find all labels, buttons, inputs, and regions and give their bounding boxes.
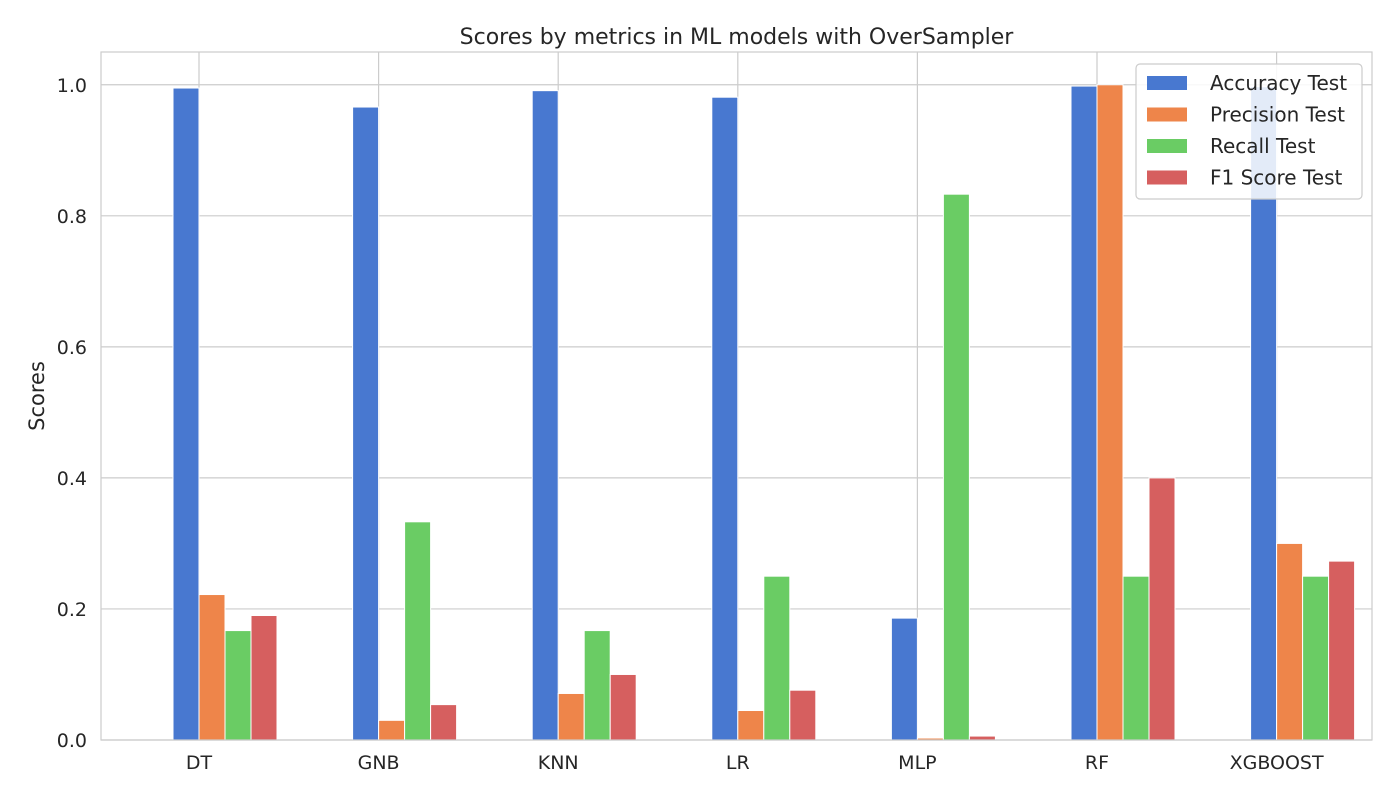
x-tick-label: MLP	[898, 752, 936, 774]
bar-accuracy-test-mlp	[890, 617, 918, 741]
legend-swatch	[1147, 76, 1187, 90]
y-tick-label: 0.4	[57, 468, 87, 490]
bar-f1-score-test-knn	[609, 673, 637, 741]
bar-recall-test-lr	[763, 575, 791, 741]
y-axis-label: Scores	[25, 361, 49, 431]
y-tick-label: 1.0	[57, 75, 87, 97]
chart-title: Scores by metrics in ML models with Over…	[460, 25, 1015, 50]
legend: Accuracy Test Precision Test Recall Test F1…	[1135, 63, 1363, 200]
bar-precision-test-rf	[1096, 84, 1124, 741]
y-tick-labels: 0.0 0.2 0.4 0.6 0.8 1.0	[57, 75, 87, 752]
bar-f1-score-test-rf	[1148, 477, 1176, 741]
x-tick-label: XGBOOST	[1230, 752, 1324, 774]
x-tick-labels: DT GNB KNN LR MLP RF XGBOOST	[186, 752, 1324, 774]
legend-box	[1135, 63, 1363, 200]
bar-recall-test-xgboost	[1302, 575, 1330, 741]
x-tick-label: DT	[186, 752, 213, 774]
bar-f1-score-test-gnb	[430, 704, 458, 741]
x-tick-label: GNB	[358, 752, 400, 774]
bars	[172, 84, 1356, 741]
bar-accuracy-test-rf	[1070, 85, 1098, 741]
bar-precision-test-dt	[198, 594, 226, 741]
legend-label: Accuracy Test	[1210, 71, 1347, 95]
bar-precision-test-gnb	[378, 719, 406, 741]
legend-swatch	[1147, 170, 1187, 185]
bar-recall-test-gnb	[404, 521, 432, 741]
y-tick-label: 0.8	[57, 206, 87, 228]
legend-label: Precision Test	[1210, 103, 1345, 127]
y-tick-label: 0.0	[57, 730, 87, 752]
legend-label: Recall Test	[1210, 134, 1316, 158]
bar-accuracy-test-knn	[531, 90, 559, 741]
plot-frame	[100, 51, 1373, 741]
bar-f1-score-test-xgboost	[1328, 560, 1356, 741]
bar-accuracy-test-dt	[172, 87, 200, 741]
x-tick-label: RF	[1085, 752, 1109, 774]
bar-precision-test-xgboost	[1276, 542, 1304, 741]
legend-label: F1 Score Test	[1210, 166, 1343, 190]
legend-swatch	[1147, 107, 1187, 122]
bar-f1-score-test-dt	[250, 615, 278, 741]
bar-recall-test-rf	[1122, 575, 1150, 741]
bar-recall-test-knn	[583, 630, 611, 741]
y-tick-label: 0.6	[57, 337, 87, 359]
bar-f1-score-test-lr	[789, 689, 817, 741]
x-tick-label: KNN	[538, 752, 579, 774]
bar-accuracy-test-lr	[711, 96, 739, 741]
bar-accuracy-test-gnb	[352, 106, 380, 741]
y-tick-label: 0.2	[57, 599, 87, 621]
bar-recall-test-dt	[224, 630, 252, 741]
bar-precision-test-lr	[737, 710, 765, 741]
bar-precision-test-knn	[557, 692, 585, 741]
legend-swatch	[1147, 139, 1187, 153]
x-tick-label: LR	[726, 752, 750, 774]
bar-recall-test-mlp	[942, 193, 970, 741]
